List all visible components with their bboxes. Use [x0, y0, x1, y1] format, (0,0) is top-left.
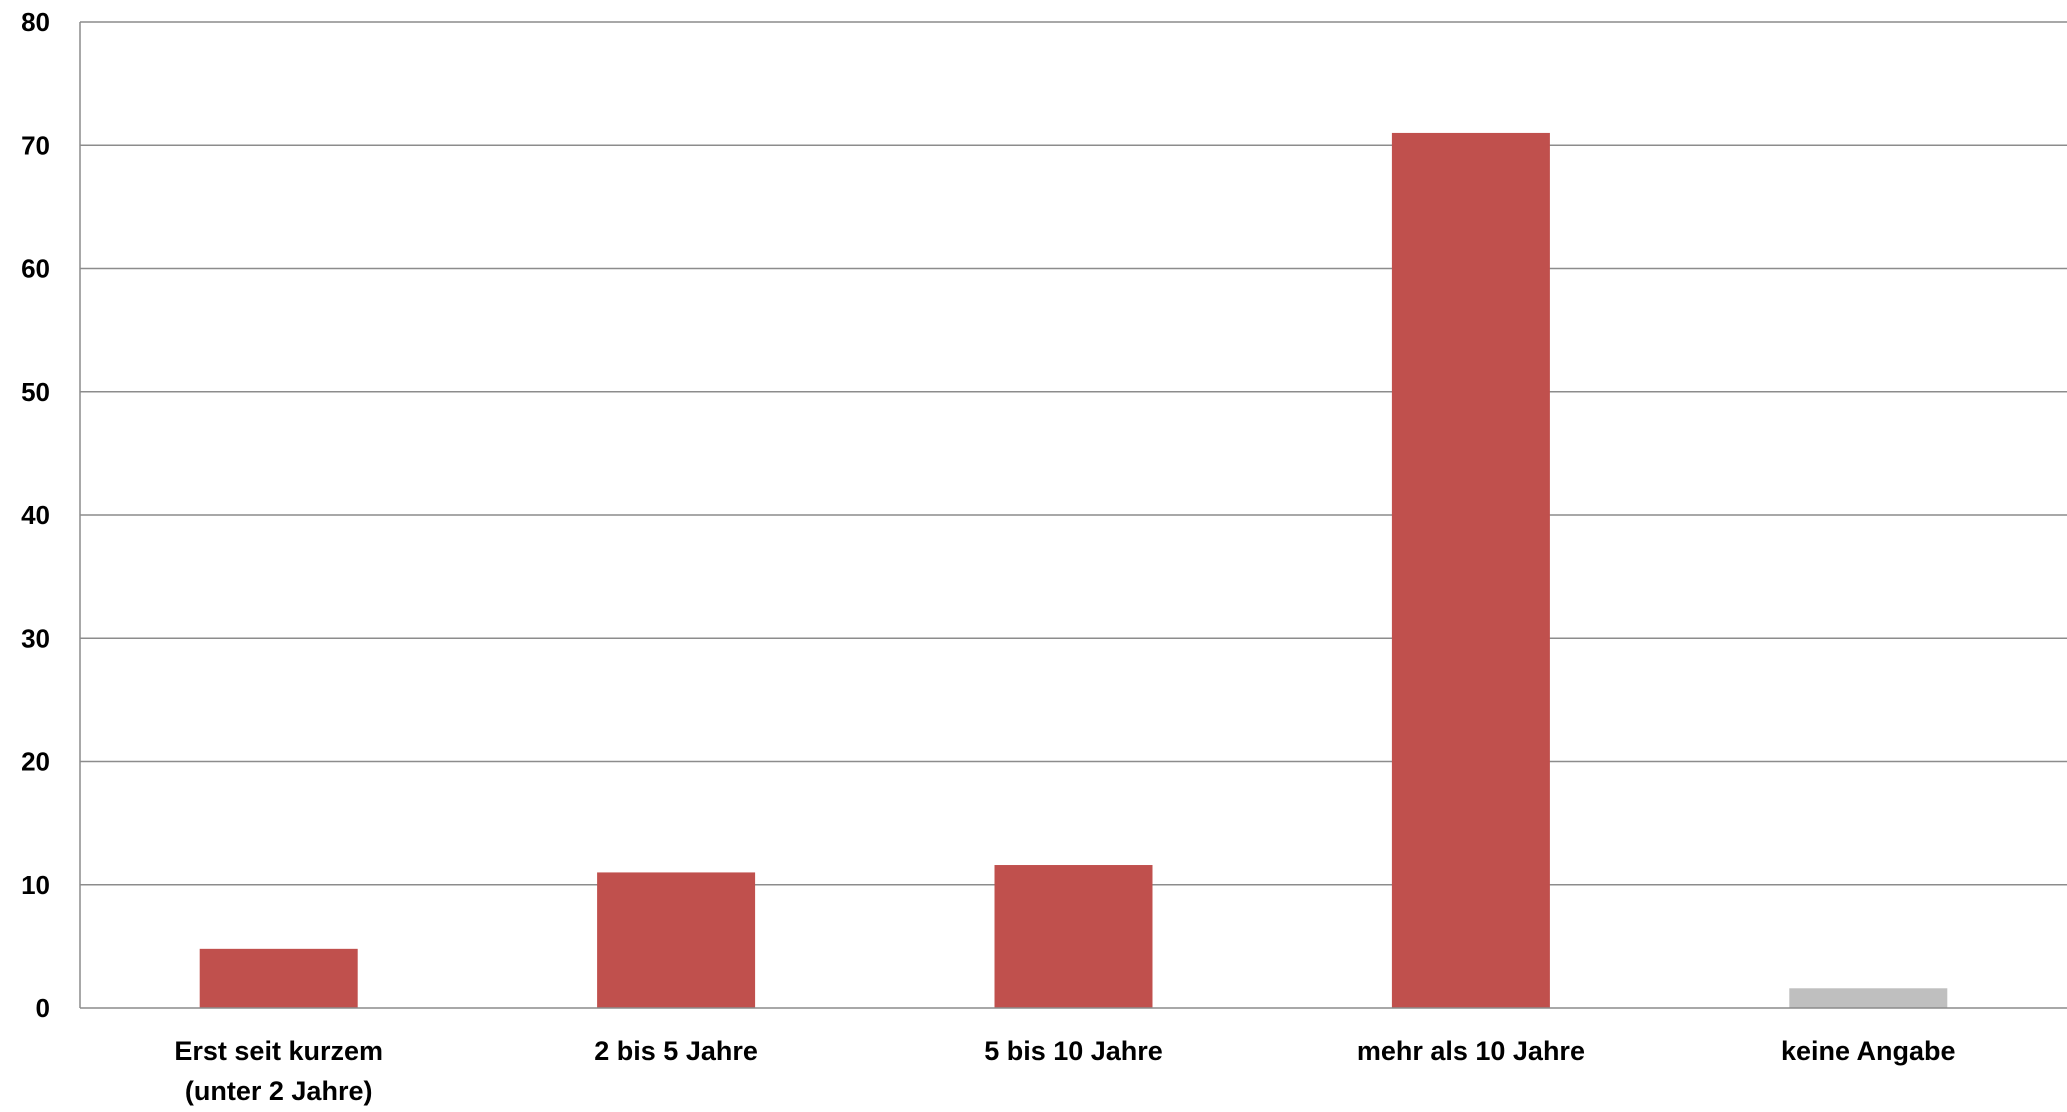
gridlines [80, 21, 2067, 886]
x-tick-label-4-line-0: keine Angabe [1781, 1036, 1956, 1066]
y-tick-label-30: 30 [21, 623, 50, 653]
y-tick-label-50: 50 [21, 377, 50, 407]
y-tick-label-20: 20 [21, 747, 50, 777]
x-tick-label-3-line-0: mehr als 10 Jahre [1357, 1036, 1585, 1066]
y-tick-label-0: 0 [36, 993, 50, 1023]
y-tick-labels: 0 10 20 30 40 50 60 70 80 [21, 7, 50, 1023]
bar-4 [1789, 988, 1948, 1008]
y-tick-label-40: 40 [21, 500, 50, 530]
y-tick-label-60: 60 [21, 254, 50, 284]
bar-0 [199, 948, 358, 1008]
bar-3 [1391, 132, 1550, 1009]
bar-2 [994, 865, 1153, 1008]
y-tick-label-80: 80 [21, 7, 50, 37]
x-tick-label-1-line-0: 2 bis 5 Jahre [594, 1036, 758, 1066]
bar-1 [597, 872, 756, 1008]
x-tick-label-0-line-0: Erst seit kurzem [174, 1036, 383, 1066]
x-tick-label-0-line-1: (unter 2 Jahre) [185, 1076, 373, 1106]
bars [199, 132, 1948, 1009]
y-tick-label-10: 10 [21, 870, 50, 900]
axes [79, 22, 2067, 1009]
x-tick-label-2-line-0: 5 bis 10 Jahre [984, 1036, 1163, 1066]
y-tick-label-70: 70 [21, 130, 50, 160]
x-tick-labels: Erst seit kurzem (unter 2 Jahre) 2 bis 5 J… [174, 1036, 1955, 1106]
